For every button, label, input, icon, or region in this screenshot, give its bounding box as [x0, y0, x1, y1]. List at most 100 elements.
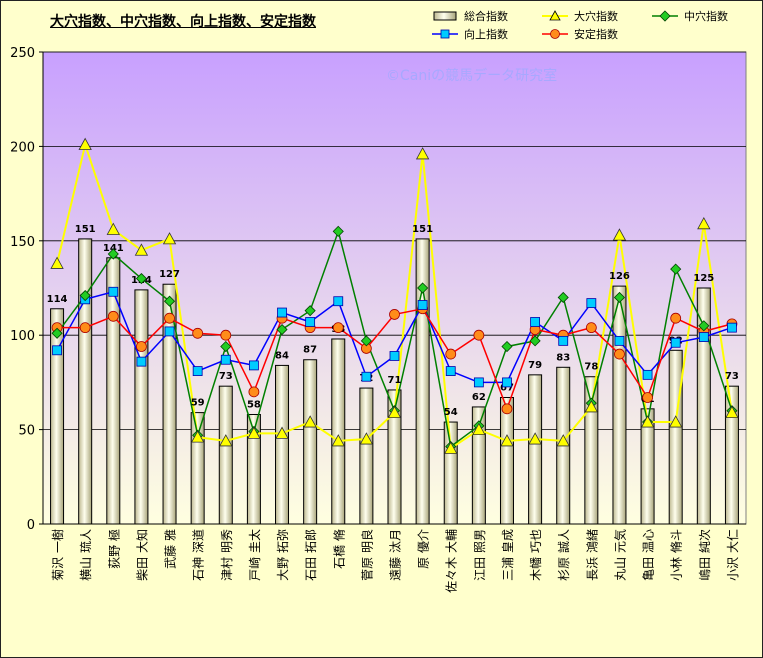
- marker-triangle: [50, 256, 64, 269]
- marker-diamond: [501, 340, 513, 353]
- marker-square: [670, 337, 681, 348]
- marker-circle: [445, 348, 457, 360]
- marker-square: [642, 369, 653, 380]
- marker-diamond: [360, 335, 372, 347]
- marker-triangle: [331, 434, 345, 447]
- marker-circle: [585, 322, 597, 334]
- bar: [246, 413, 261, 525]
- marker-triangle: [219, 434, 233, 447]
- marker-square: [220, 354, 231, 365]
- bar: [584, 376, 599, 525]
- marker-triangle: [584, 400, 599, 413]
- legend-label: 中穴指数: [684, 9, 728, 23]
- bar-value-label: 87: [303, 345, 317, 356]
- legend-circle-swatch: [542, 28, 568, 39]
- marker-triangle: [612, 228, 627, 241]
- marker-diamond: [51, 327, 63, 339]
- legend-diamond-swatch: [652, 9, 678, 22]
- bar-value-label: 126: [609, 271, 630, 282]
- marker-square: [192, 366, 203, 376]
- marker-triangle: [500, 434, 514, 447]
- bar-value-label: 141: [103, 243, 124, 254]
- y-tick-label: 100: [10, 329, 35, 344]
- bar-value-label: 151: [75, 224, 96, 235]
- x-tick-label: 戸崎 圭太: [247, 529, 262, 581]
- x-tick-label: 江田 照男: [473, 529, 487, 581]
- x-tick-label: 杉原 誠人: [557, 529, 571, 581]
- bar-value-label: 84: [275, 350, 289, 361]
- bar: [387, 389, 402, 525]
- legend-item-kojo: 向上指数: [432, 26, 508, 41]
- x-tick-label: 菅原 明良: [359, 529, 374, 581]
- bar-value-label: 67: [500, 383, 514, 394]
- marker-triangle: [669, 415, 683, 428]
- marker-triangle: [247, 426, 261, 439]
- x-tick-label: 荻野 極: [106, 529, 121, 569]
- bar-value-label: 79: [528, 360, 542, 371]
- marker-diamond: [79, 289, 91, 302]
- x-tick-label: 丸山 元気: [612, 529, 627, 581]
- marker-diamond: [670, 263, 682, 275]
- x-tick-label: 長浜 鴻緒: [584, 529, 599, 581]
- marker-circle: [107, 310, 119, 322]
- marker-triangle: [106, 222, 120, 235]
- legend-label: 安定指数: [574, 27, 618, 41]
- x-tick-label: 佐々木 大輔: [445, 529, 459, 593]
- legend-label: 大穴指数: [574, 9, 618, 23]
- marker-triangle: [528, 432, 542, 445]
- x-tick-label: 大野 拓弥: [275, 529, 290, 581]
- marker-circle: [614, 348, 625, 360]
- y-tick-label: 0: [27, 518, 35, 533]
- bar: [134, 289, 149, 525]
- marker-square: [417, 300, 428, 310]
- y-tick-label: 150: [10, 235, 35, 250]
- legend-item-oana: 大穴指数: [542, 8, 618, 23]
- bar-value-label: 78: [584, 362, 598, 373]
- x-tick-label: 三浦 皇成: [501, 529, 515, 581]
- legend: 総合指数 大穴指数 中穴指数 向上指数 安定指数: [428, 6, 744, 44]
- marker-diamond: [332, 225, 344, 237]
- x-tick-label: 柴田 大知: [135, 529, 149, 581]
- marker-triangle: [162, 232, 177, 245]
- x-tick-label: 石神 深道: [192, 529, 206, 581]
- marker-square: [698, 332, 709, 342]
- bar: [50, 308, 65, 525]
- marker-square: [248, 360, 259, 371]
- marker-circle: [248, 386, 260, 398]
- marker-diamond: [698, 320, 710, 332]
- y-tick-label: 200: [10, 140, 35, 155]
- x-tick-label: 菊沢 一樹: [51, 529, 65, 581]
- marker-diamond: [220, 340, 232, 353]
- legend-square-swatch: [432, 29, 458, 38]
- marker-circle: [670, 312, 682, 324]
- bar-value-label: 73: [219, 371, 233, 382]
- legend-triangle-swatch: [542, 9, 568, 20]
- y-tick-label: 250: [10, 46, 35, 61]
- marker-triangle: [303, 415, 317, 428]
- x-tick-label: 石橋 脩: [332, 529, 346, 569]
- x-tick-label: 遠藤 汰月: [389, 529, 403, 581]
- legend-item-antei: 安定指数: [542, 26, 618, 41]
- legend-item-sogo: 総合指数: [432, 8, 508, 23]
- chart-title: 大穴指数、中穴指数、向上指数、安定指数: [50, 14, 316, 30]
- bar: [499, 397, 514, 525]
- bar: [303, 359, 318, 525]
- marker-triangle: [697, 216, 711, 230]
- marker-triangle: [415, 147, 430, 160]
- marker-circle: [164, 312, 175, 324]
- bar: [275, 364, 290, 525]
- x-tick-label: 石田 拓郎: [304, 529, 318, 581]
- marker-circle: [642, 392, 653, 403]
- bar-value-label: 71: [388, 375, 402, 386]
- x-tick-label: 亀田 温心: [642, 529, 656, 581]
- marker-square: [108, 286, 119, 297]
- marker-square: [445, 366, 456, 376]
- bar: [78, 238, 93, 525]
- marker-square: [389, 351, 400, 361]
- marker-diamond: [529, 335, 541, 347]
- bar: [415, 238, 430, 525]
- bar-value-label: 151: [412, 224, 433, 235]
- marker-diamond: [304, 305, 316, 317]
- marker-diamond: [613, 291, 626, 304]
- marker-square: [530, 317, 540, 327]
